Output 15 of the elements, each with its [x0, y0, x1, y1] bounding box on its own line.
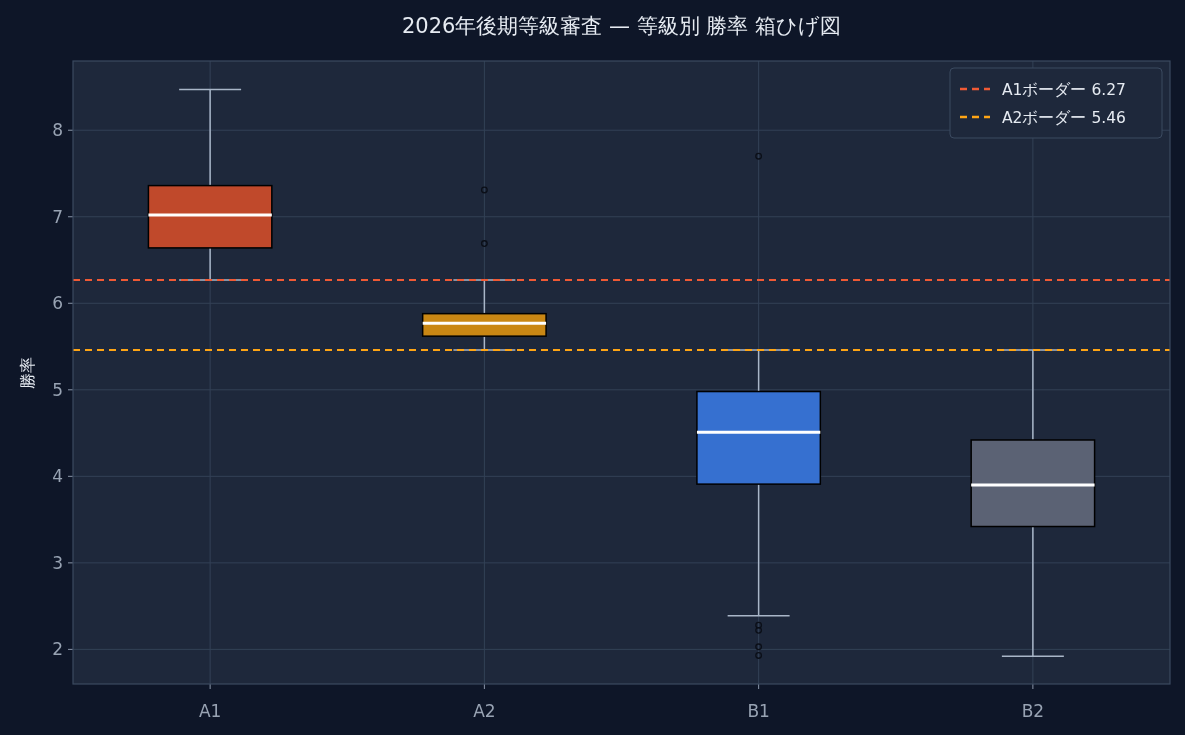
- x-tick-label: B2: [1021, 701, 1045, 721]
- y-tick-label: 8: [52, 120, 63, 141]
- legend-label: A1ボーダー 6.27: [1002, 81, 1126, 99]
- x-tick-label: A2: [473, 701, 496, 721]
- y-tick-label: 6: [52, 293, 63, 314]
- y-tick-label: 3: [52, 552, 63, 573]
- chart-title: 2026年後期等級審査 — 等級別 勝率 箱ひげ図: [401, 14, 842, 38]
- y-tick-label: 2: [52, 639, 63, 660]
- legend-label: A2ボーダー 5.46: [1002, 109, 1126, 127]
- y-tick-label: 4: [52, 466, 63, 487]
- y-tick-label: 5: [52, 379, 63, 400]
- y-axis-title: 勝率: [18, 356, 37, 389]
- x-tick-label: A1: [198, 701, 222, 721]
- x-tick-label: B1: [747, 701, 770, 721]
- y-tick-label: 7: [52, 206, 63, 227]
